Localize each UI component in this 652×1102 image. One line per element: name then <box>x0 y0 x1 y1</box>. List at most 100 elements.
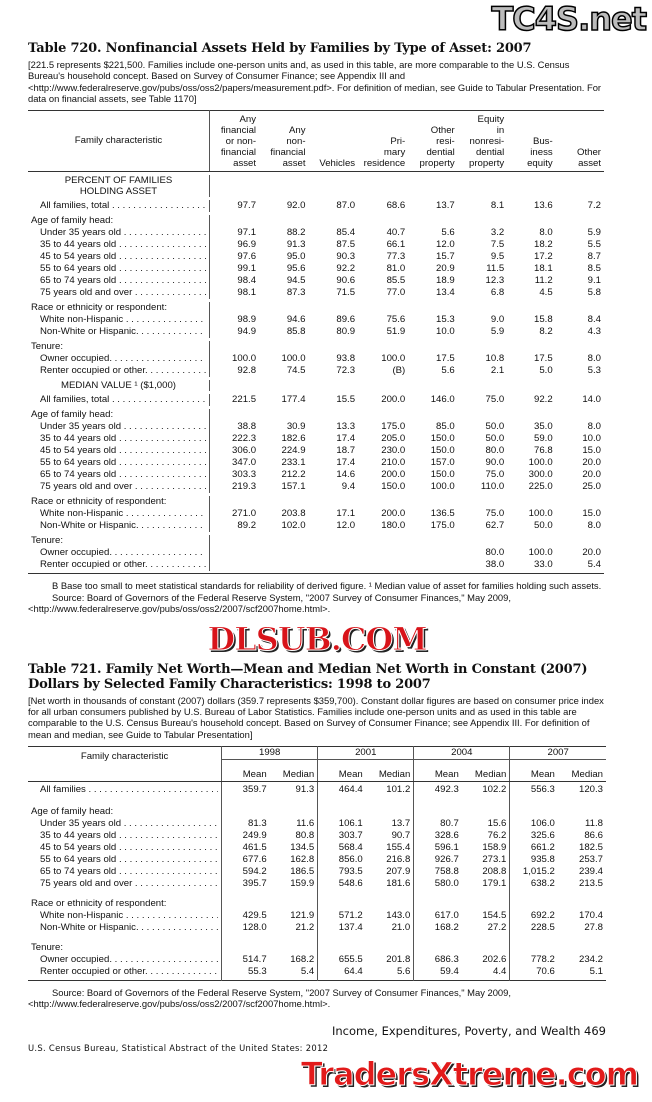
median-header: Median <box>557 759 606 782</box>
value-cell: 81.3 <box>248 818 267 830</box>
value-cell: 617.0 <box>434 910 459 922</box>
row-label: Non-White or Hispanic. <box>40 326 206 338</box>
row-label-cell: All families, total <box>28 199 210 212</box>
empty-cell <box>556 175 604 197</box>
group-heading-row: Race or ethnicity or respondent: <box>28 301 604 314</box>
value-cell: 230.0 <box>381 444 406 456</box>
value-cell: 92.2 <box>533 393 553 405</box>
column-header-line: Other <box>577 147 601 159</box>
table-row: 35 to 44 years old 96.9 91.3 87.5 66.1 12.0 7.… <box>28 238 604 251</box>
empty-cell <box>458 409 507 421</box>
empty-cell <box>210 175 260 197</box>
value-cell: 86.6 <box>584 830 603 842</box>
row-label: All families, total <box>40 200 206 212</box>
value-cell: 95.0 <box>286 250 306 262</box>
column-header-line: iness <box>530 147 553 159</box>
row-label: 65 to 74 years old <box>40 866 218 878</box>
group-heading-row: Race or ethnicity of respondent: <box>28 898 606 911</box>
row-label: Race or ethnicity of respondent: <box>31 898 167 910</box>
empty-cell <box>309 341 359 353</box>
spacer-cell <box>461 978 511 981</box>
value-cell: 5.6 <box>365 966 415 979</box>
value-cell <box>358 559 408 571</box>
empty-cell <box>458 341 507 353</box>
value-cell: 100.0 <box>430 480 455 492</box>
value-cell: 300.0 <box>528 468 553 480</box>
column-header-line: asset <box>578 158 601 170</box>
value-cell: 91.3 <box>269 784 319 797</box>
value-cell: 347.0 <box>232 456 257 468</box>
empty-cell <box>210 535 260 547</box>
value-cell: 228.5 <box>530 922 555 934</box>
value-cell: 136.5 <box>430 507 455 519</box>
empty-cell <box>309 380 359 391</box>
spacer-cell <box>461 796 511 807</box>
empty-cell <box>358 535 408 547</box>
value-cell: 100.0 <box>281 352 306 364</box>
row-label-cell: Renter occupied or other. <box>28 364 210 377</box>
value-cell: 17.1 <box>336 507 356 519</box>
group-heading-row: Tenure: <box>28 942 606 955</box>
column-header-line: dential <box>426 147 455 159</box>
empty-cell <box>259 341 308 353</box>
value-cell: 464.4 <box>338 784 363 796</box>
value-cell: 175.0 <box>430 519 455 531</box>
value-cell: 92.2 <box>336 262 356 274</box>
value-cell: 4.3 <box>587 325 601 337</box>
value-cell: 208.8 <box>461 866 511 879</box>
value-cell: 514.7 <box>242 954 267 966</box>
spacer-row <box>28 796 606 807</box>
spacer-cell <box>461 934 511 943</box>
empty-cell <box>414 942 462 954</box>
value-cell: 35.0 <box>533 420 553 432</box>
value-cell: 8.7 <box>587 250 601 262</box>
value-cell: 87.3 <box>286 286 306 298</box>
value-cell: 10.8 <box>485 352 505 364</box>
spacer-cell <box>414 796 462 806</box>
table-row: White non-Hispanic 98.9 94.6 89.6 75.6 15.3 9.… <box>28 313 604 326</box>
row-label: 45 to 54 years old <box>40 251 206 263</box>
value-cell: 14.6 <box>336 468 356 480</box>
empty-cell <box>259 302 308 314</box>
value-cell: 461.5 <box>242 842 267 854</box>
value-cell: 95.6 <box>286 262 306 274</box>
row-label: Owner occupied. <box>40 353 206 365</box>
value-cell: 71.5 <box>336 286 356 298</box>
value-cell: 492.3 <box>434 784 459 796</box>
empty-cell <box>507 341 555 353</box>
value-cell: 150.0 <box>381 480 406 492</box>
row-label: Age of family head: <box>31 408 114 420</box>
value-cell: 50.0 <box>485 420 505 432</box>
empty-cell <box>408 215 457 227</box>
value-cell: 38.8 <box>237 420 257 432</box>
table-row: 45 to 54 years old 97.6 95.0 90.3 77.3 15.7 9.… <box>28 250 604 263</box>
value-cell: 5.8 <box>587 286 601 298</box>
value-cell: 8.0 <box>587 519 601 531</box>
spacer-cell <box>269 934 319 943</box>
value-cell: 150.0 <box>430 468 455 480</box>
value-cell: 17.4 <box>336 456 356 468</box>
empty-cell <box>222 898 270 910</box>
row-label: 75 years old and over <box>40 878 218 890</box>
value-cell: 359.7 <box>242 784 267 796</box>
column-header-line: Equity <box>477 114 505 126</box>
mean-header: Mean <box>509 759 558 782</box>
row-label-cell: Tenure: <box>28 942 223 955</box>
value-cell: 328.6 <box>434 830 459 842</box>
value-cell: 10.0 <box>436 325 455 337</box>
row-label: White non-Hispanic <box>40 314 206 326</box>
spacer-cell <box>510 796 558 806</box>
value-cell: 77.0 <box>386 286 406 298</box>
empty-cell <box>259 409 308 421</box>
empty-cell <box>358 496 408 508</box>
value-cell: 580.0 <box>434 878 459 890</box>
column-header-line: nonresi- <box>469 136 505 148</box>
empty-cell <box>259 380 308 391</box>
row-label: Non-White or Hispanic. <box>40 520 206 532</box>
empty-cell <box>408 302 457 314</box>
value-cell: 18.2 <box>533 238 553 250</box>
value-cell: 303.3 <box>232 468 257 480</box>
spacer-cell <box>414 934 462 942</box>
